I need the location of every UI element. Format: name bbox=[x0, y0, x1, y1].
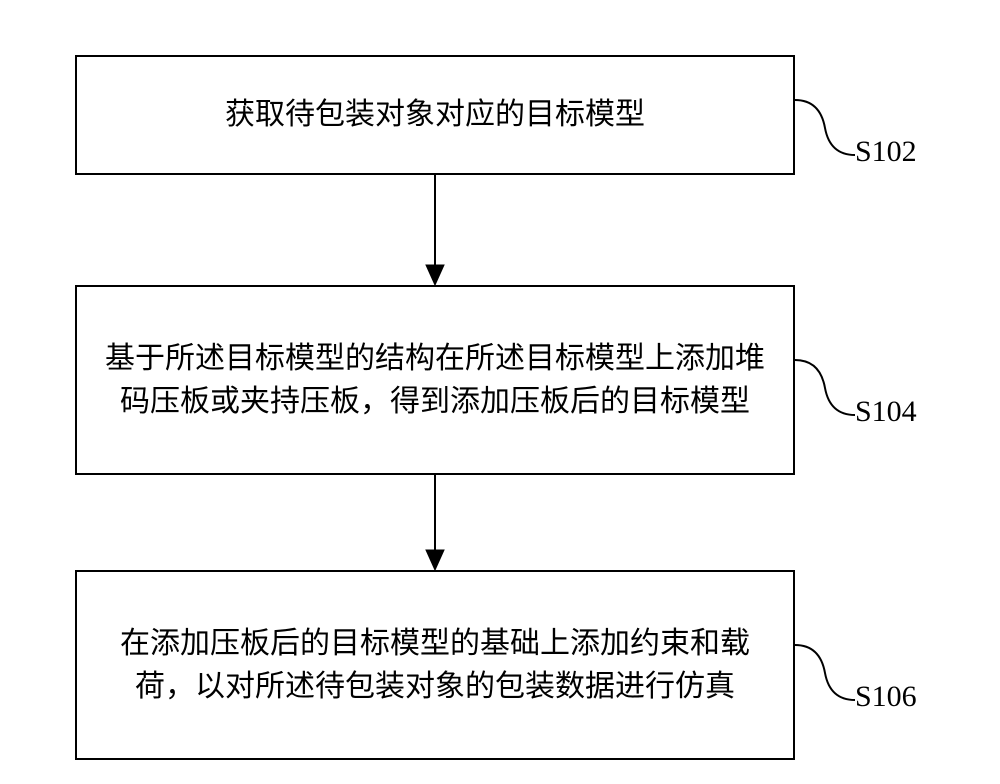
arrow-s104-s106 bbox=[0, 0, 1000, 784]
flowchart-canvas: 获取待包装对象对应的目标模型 基于所述目标模型的结构在所述目标模型上添加堆码压板… bbox=[0, 0, 1000, 784]
